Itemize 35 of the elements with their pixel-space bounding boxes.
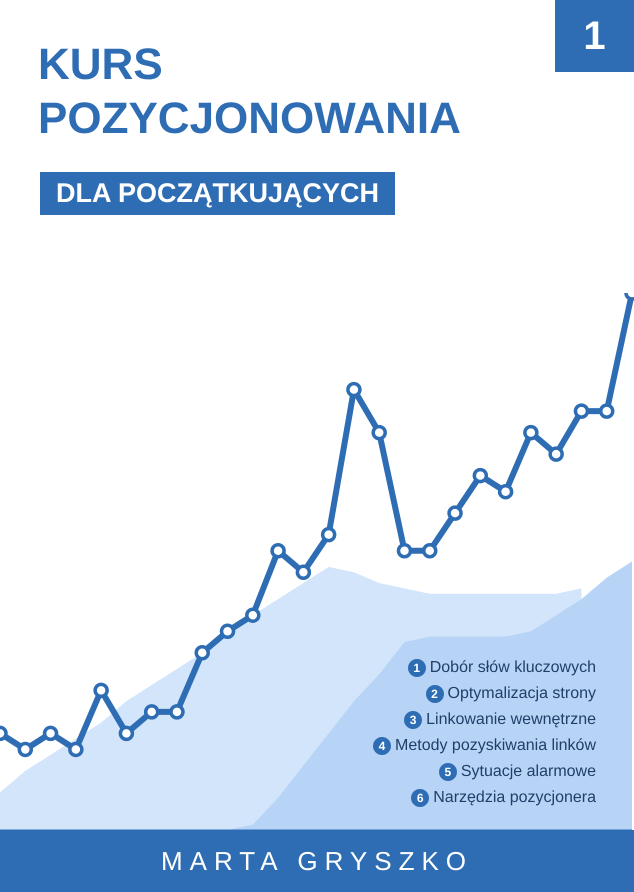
annotation: 2 Optymalizacja strony [430, 685, 596, 703]
point [144, 704, 160, 720]
chart-subtitle: DLA POCZĄTKUJĄCYCH [40, 172, 395, 215]
point [270, 543, 286, 559]
point [346, 382, 362, 398]
point [523, 424, 539, 440]
point [245, 607, 261, 623]
point [194, 645, 210, 661]
point [422, 543, 438, 559]
chart-title: KURS POZYCJONOWANIA [38, 39, 462, 145]
point [320, 526, 336, 542]
point [498, 484, 514, 500]
annotation: 3 Linkowanie wewnętrzne [408, 711, 596, 729]
point [296, 564, 312, 580]
point [548, 446, 564, 462]
point [574, 403, 590, 419]
point [396, 543, 412, 559]
annotation: 6 Narzędzia pozycjonera [416, 789, 596, 807]
point [68, 742, 84, 758]
point [42, 726, 58, 742]
annotation: 4 Metody pozyskiwania linków [378, 737, 596, 755]
annotation: 1 [408, 659, 426, 677]
text: MARTA GRYSZKO [0, 830, 634, 892]
text: 1 [583, 14, 606, 58]
point [447, 505, 463, 521]
point [169, 704, 185, 720]
point [598, 403, 614, 419]
point [118, 726, 134, 742]
point [18, 742, 34, 758]
point [93, 682, 109, 698]
point [472, 468, 488, 484]
point [371, 424, 387, 440]
annotation: 5 Sytuacje alarmowe [443, 763, 596, 781]
text: Dobór słów kluczowych [430, 659, 596, 676]
point [220, 624, 236, 640]
